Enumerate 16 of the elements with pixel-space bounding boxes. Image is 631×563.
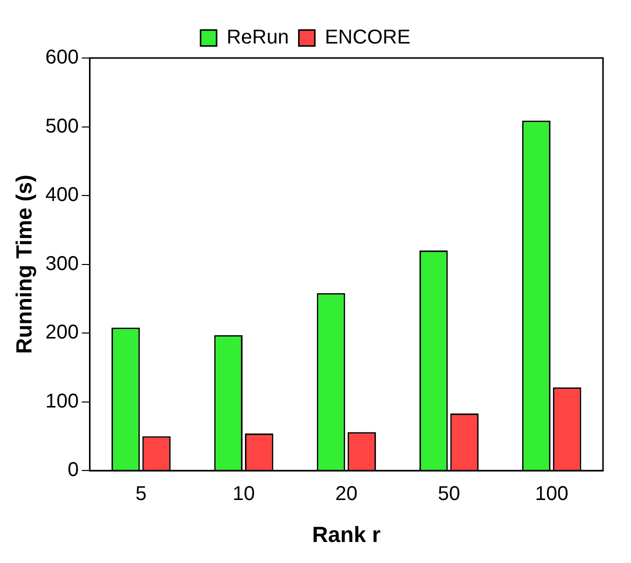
y-tick-label: 100 [45,390,79,412]
legend-label: ENCORE [324,26,410,49]
x-axis-title: Rank r [312,522,382,547]
x-tick-label: 20 [335,483,358,506]
y-tick-label: 600 [45,46,79,69]
x-tick-label: 10 [232,483,255,506]
y-tick-label: 400 [45,184,79,206]
y-tick-label: 0 [68,459,79,482]
legend-label: ReRun [226,26,289,49]
y-axis-title: Running Time (s) [11,174,36,354]
y-tick-label: 300 [45,252,79,275]
x-tick-label: 5 [136,483,147,506]
x-tick-label: 100 [534,483,568,506]
y-tick-label: 500 [45,115,79,138]
x-tick-label: 50 [438,483,460,506]
y-tick-label: 200 [45,322,79,344]
